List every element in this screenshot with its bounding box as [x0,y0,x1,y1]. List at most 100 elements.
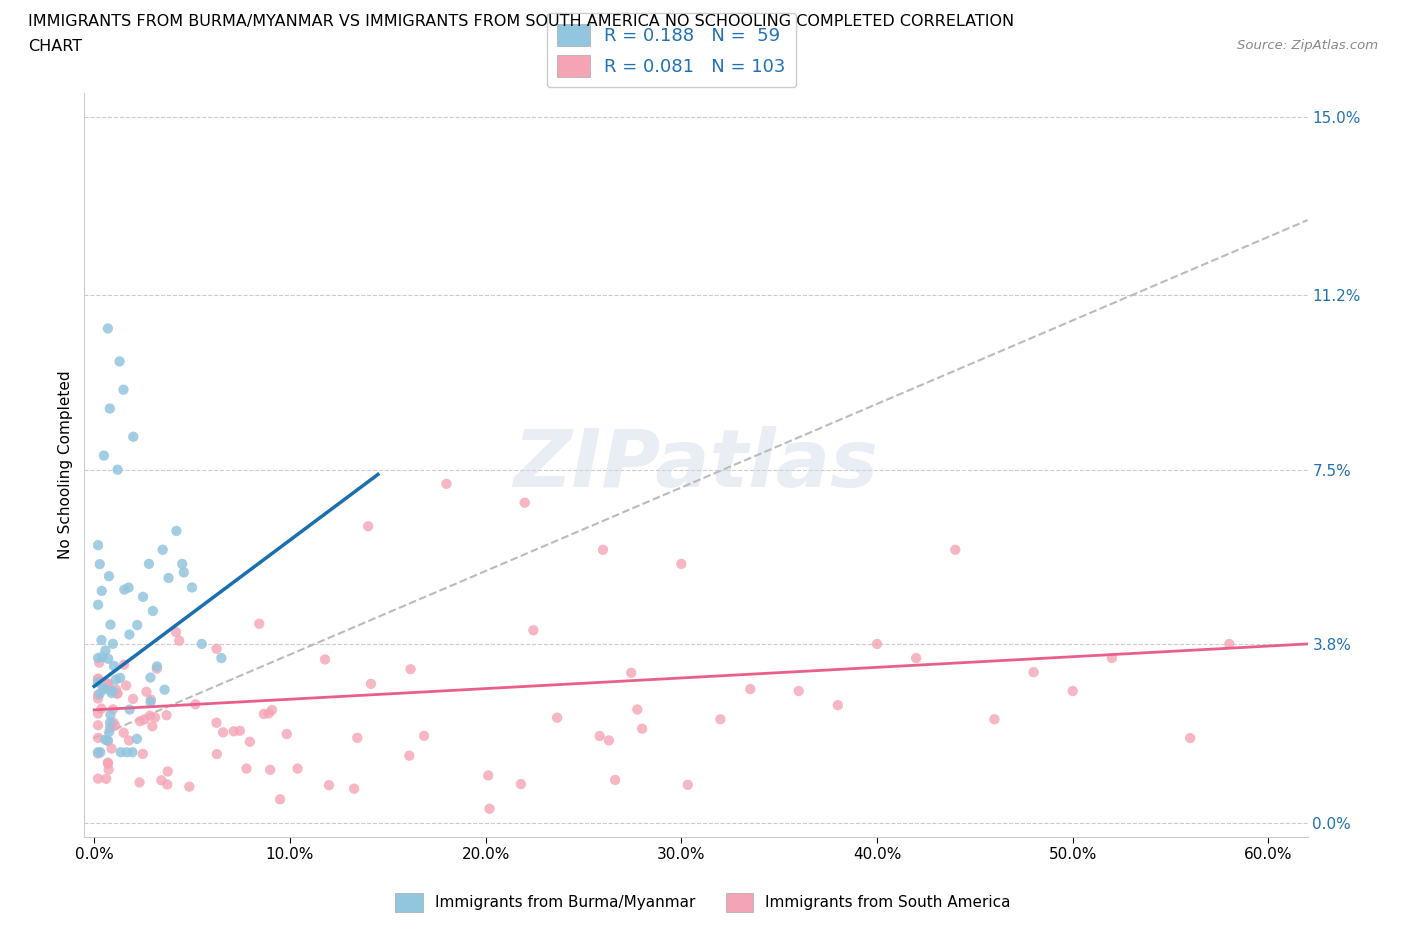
Point [87,771,110,786]
Point [269,791,291,806]
Point [97,755,120,770]
Point [94,732,117,747]
Point [104,672,127,687]
Point [96,771,118,786]
Point [112,658,135,672]
Point [205,642,228,657]
Point [117,580,139,595]
Point [827,698,849,712]
Point [87,718,110,733]
Point [413,728,436,743]
Point [357,519,380,534]
Point [87,730,110,745]
Point [105,686,128,701]
Point [97,651,120,666]
Point [93,448,115,463]
Point [399,662,422,677]
Point [167,633,190,648]
Point [150,773,173,788]
Point [139,709,162,724]
Point [90,701,112,716]
Point [100,708,122,723]
Point [97,676,120,691]
Point [125,731,148,746]
Point [108,671,131,685]
Point [87,597,110,612]
Point [87,672,110,687]
Point [478,802,501,817]
Point [205,715,228,730]
Point [122,430,145,445]
Point [257,706,280,721]
Point [209,651,232,666]
Point [143,710,166,724]
Point [115,745,138,760]
Point [101,702,124,717]
Point [787,684,810,698]
Point [94,644,117,658]
Point [146,659,169,674]
Point [112,725,135,740]
Legend: Immigrants from Burma/Myanmar, Immigrants from South America: Immigrants from Burma/Myanmar, Immigrant… [389,887,1017,918]
Text: Source: ZipAtlas.com: Source: ZipAtlas.com [1237,39,1378,52]
Point [103,715,125,730]
Point [152,542,174,557]
Point [91,649,114,664]
Point [212,724,235,739]
Point [157,571,180,586]
Point [477,768,499,783]
Point [91,681,114,696]
Point [104,718,127,733]
Point [626,702,648,717]
Point [87,538,110,552]
Point [90,632,112,647]
Point [276,726,298,741]
Point [620,665,643,680]
Point [598,733,620,748]
Point [676,777,699,792]
Point [343,781,366,796]
Point [94,682,117,697]
Point [247,617,270,631]
Point [107,462,129,477]
Point [605,773,627,788]
Point [509,777,531,791]
Point [90,583,112,598]
Point [100,685,122,700]
Point [97,734,120,749]
Point [588,728,610,743]
Point [235,761,257,776]
Point [98,401,121,416]
Point [671,556,693,571]
Point [155,708,177,723]
Point [153,683,176,698]
Point [107,686,129,701]
Point [740,682,762,697]
Point [181,580,204,595]
Point [287,761,309,776]
Point [98,720,121,735]
Point [142,604,165,618]
Point [229,724,252,738]
Point [87,675,110,690]
Point [139,671,162,685]
Point [156,777,179,792]
Y-axis label: No Schooling Completed: No Schooling Completed [58,371,73,559]
Point [110,745,132,760]
Point [87,706,110,721]
Point [156,764,179,779]
Text: ZIPatlas: ZIPatlas [513,426,879,504]
Point [103,658,125,673]
Legend: R = 0.188   N =  59, R = 0.081   N = 103: R = 0.188 N = 59, R = 0.081 N = 103 [547,13,796,87]
Point [139,692,162,707]
Point [96,676,118,691]
Point [205,747,228,762]
Point [89,686,111,701]
Point [127,618,149,632]
Point [983,711,1005,726]
Point [128,775,150,790]
Point [118,702,141,717]
Point [318,777,340,792]
Point [866,636,889,651]
Point [87,687,110,702]
